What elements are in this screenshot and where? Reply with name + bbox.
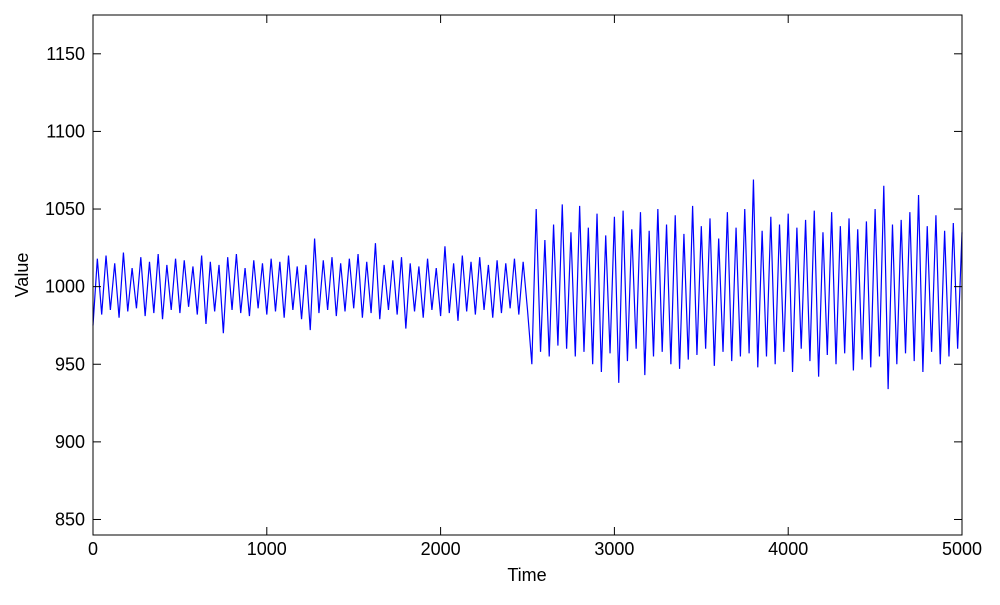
y-tick-label: 950 [55, 354, 85, 374]
y-tick-label: 1150 [46, 44, 85, 64]
data-line [92, 179, 963, 390]
y-axis-label: Value [12, 253, 32, 298]
x-tick-label: 3000 [594, 539, 634, 559]
x-tick-label: 0 [88, 539, 98, 559]
x-tick-label: 2000 [421, 539, 461, 559]
x-tick-label: 1000 [247, 539, 287, 559]
plot-area [92, 179, 963, 390]
y-tick-label: 1100 [46, 121, 85, 141]
y-tick-label: 1000 [45, 277, 85, 297]
y-tick-label: 900 [55, 432, 85, 452]
x-tick-label: 4000 [768, 539, 808, 559]
x-tick-label: 5000 [942, 539, 982, 559]
axes-frame [92, 14, 963, 536]
y-tick-label: 1050 [45, 199, 85, 219]
x-axis-label: Time [507, 565, 546, 585]
y-tick-label: 850 [55, 509, 85, 529]
